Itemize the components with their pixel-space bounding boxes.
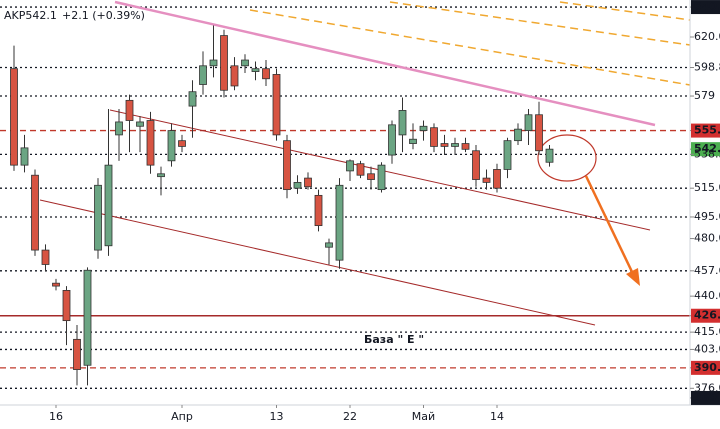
candle-body [493, 169, 501, 189]
candle-body [451, 143, 459, 147]
candle-body [535, 114, 543, 152]
candle-body [209, 59, 218, 67]
trend-line [389, 1, 691, 46]
candle-body [136, 121, 144, 127]
candle-body [472, 150, 480, 180]
trend-line [114, 0, 656, 127]
y-tick-label: 480.0 [694, 232, 720, 245]
candle-body [335, 184, 344, 261]
candle-body [367, 173, 375, 180]
candle-body [157, 173, 165, 178]
candle-body [325, 242, 333, 248]
price-box [691, 308, 720, 323]
candle-body [73, 338, 81, 370]
candle-body [545, 148, 554, 163]
symbol: AKP542.1 [4, 9, 57, 22]
y-tick-label: 495.0 [694, 210, 720, 223]
candle-body [104, 164, 113, 247]
y-tick-label: 542.1 [694, 142, 720, 155]
candle-body [83, 269, 92, 366]
y-tick-label: 640.8 [694, 0, 720, 13]
y-tick-label: 440.0 [694, 289, 720, 302]
candle-body [115, 121, 123, 136]
candle-body [178, 140, 186, 147]
x-tick-label: 16 [49, 410, 63, 423]
y-tick-label: 457.6 [694, 264, 720, 277]
candle-body [482, 177, 491, 183]
candle-body [503, 140, 512, 170]
candle-body [188, 91, 197, 107]
arrow [584, 175, 636, 277]
candle-body [20, 147, 29, 166]
annotation: База " Е " [364, 333, 424, 346]
highlight-circle [537, 134, 597, 182]
candle-body [94, 184, 102, 251]
change: +2.1 (+0.39%) [62, 9, 145, 22]
price-box [691, 360, 720, 375]
candle-body [125, 99, 134, 121]
channel-line [39, 199, 596, 326]
price-box [691, 390, 720, 405]
candle-body [388, 124, 396, 156]
candles [10, 25, 554, 386]
candle-body [440, 143, 449, 147]
candle-body [241, 59, 249, 67]
candle-body [31, 174, 39, 251]
candle-body [199, 65, 207, 85]
candle-body [272, 74, 281, 136]
x-tick-label: 13 [270, 410, 284, 423]
candle-body [461, 143, 470, 150]
axis-labels: 640.8 620.0 598.8 579 555.0 542.1538.5 515.0 49… [49, 0, 720, 423]
candle-body [524, 114, 533, 131]
y-tick-label: 403.0 [694, 342, 720, 355]
candle-body [304, 177, 312, 188]
y-tick-label: 620.0 [694, 30, 720, 43]
y-tick-label: 369.3 [694, 391, 720, 404]
x-tick-label: Май [412, 410, 435, 423]
y-tick-label: 415.0 [694, 325, 720, 338]
candle-body [220, 35, 228, 91]
x-tick-label: 14 [490, 410, 504, 423]
y-tick-label: 390.2 [694, 361, 720, 374]
candle-body [10, 68, 18, 166]
candle-body [262, 68, 270, 80]
candle-body [377, 164, 386, 191]
candle-body [398, 110, 407, 136]
candle-body [356, 163, 365, 176]
candle-body [146, 120, 155, 166]
x-tick-label: Апр [171, 410, 193, 423]
candle-body [52, 282, 60, 287]
y-tick-label: 579 [694, 89, 715, 102]
candle-body [314, 194, 323, 227]
candle-body [409, 138, 417, 144]
price-box [691, 0, 720, 15]
price-box [691, 142, 720, 157]
candle-body [430, 127, 438, 147]
y-tick-label: 555.0 [694, 124, 720, 137]
x-tick-label: 22 [343, 410, 357, 423]
y-tick-label: 598.8 [694, 61, 720, 74]
candle-body [167, 130, 176, 162]
y-tick-label: 538.5 [694, 147, 720, 160]
trend-line [249, 9, 691, 86]
candle-body [346, 160, 354, 172]
y-tick-label: 426.4 [694, 309, 720, 322]
candle-body [419, 125, 428, 131]
arrow-head [626, 268, 640, 286]
candle-body [230, 65, 239, 87]
candle-body [283, 140, 291, 191]
candle-body [251, 68, 260, 72]
price-box [691, 123, 720, 138]
y-tick-label: 515.0 [694, 181, 720, 194]
candle-body [293, 182, 302, 189]
trend-line [559, 1, 691, 21]
candle-body [41, 249, 50, 265]
candle-body [514, 128, 522, 142]
levels [0, 6, 690, 389]
candle-body [62, 289, 71, 322]
